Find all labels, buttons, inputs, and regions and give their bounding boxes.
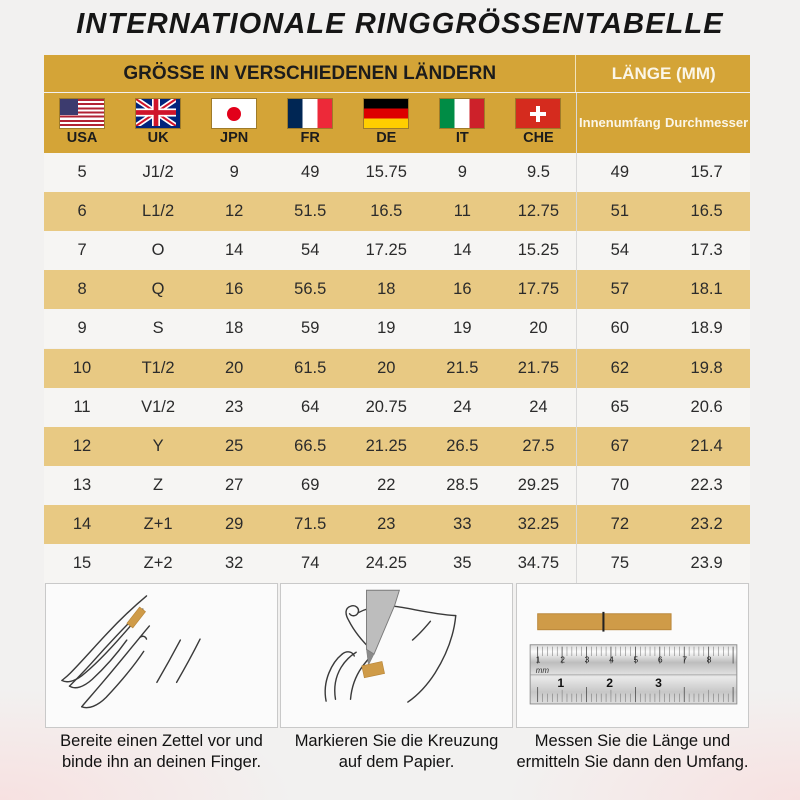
svg-text:5: 5	[634, 655, 639, 665]
svg-text:3: 3	[585, 655, 590, 665]
svg-text:1: 1	[536, 655, 541, 665]
svg-text:3: 3	[655, 676, 662, 690]
svg-text:8: 8	[707, 655, 712, 665]
svg-text:1: 1	[557, 676, 564, 690]
svg-text:7: 7	[682, 655, 687, 665]
svg-text:2: 2	[560, 655, 565, 665]
svg-text:4: 4	[609, 655, 614, 665]
svg-text:6: 6	[658, 655, 663, 665]
svg-text:2: 2	[606, 676, 613, 690]
svg-text:mm: mm	[536, 666, 550, 675]
